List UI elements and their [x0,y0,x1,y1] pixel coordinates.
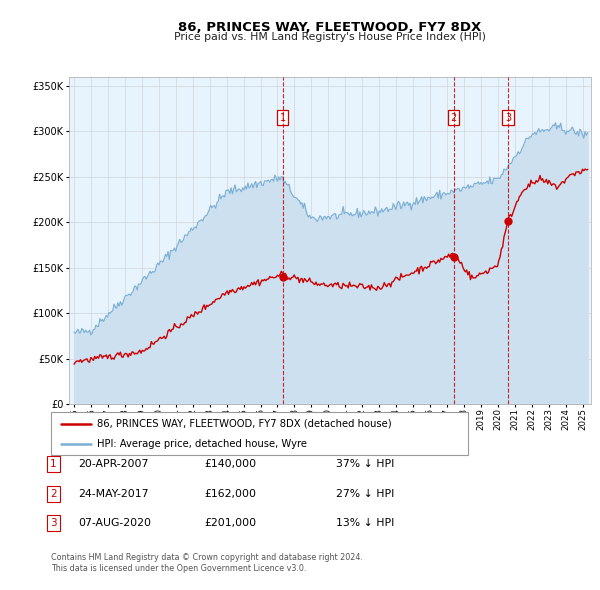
FancyBboxPatch shape [51,412,468,455]
Text: 3: 3 [505,113,511,123]
Text: This data is licensed under the Open Government Licence v3.0.: This data is licensed under the Open Gov… [51,565,307,573]
Text: 86, PRINCES WAY, FLEETWOOD, FY7 8DX (detached house): 86, PRINCES WAY, FLEETWOOD, FY7 8DX (det… [97,419,391,428]
Text: 20-APR-2007: 20-APR-2007 [78,460,148,469]
Text: 2: 2 [451,113,457,123]
Text: 86, PRINCES WAY, FLEETWOOD, FY7 8DX: 86, PRINCES WAY, FLEETWOOD, FY7 8DX [178,21,482,34]
Text: 2: 2 [50,489,57,499]
Text: Price paid vs. HM Land Registry's House Price Index (HPI): Price paid vs. HM Land Registry's House … [174,32,486,42]
Text: £162,000: £162,000 [204,489,256,499]
Text: 37% ↓ HPI: 37% ↓ HPI [336,460,394,469]
Text: £140,000: £140,000 [204,460,256,469]
Text: 3: 3 [50,519,57,528]
Text: 13% ↓ HPI: 13% ↓ HPI [336,519,394,528]
Text: 24-MAY-2017: 24-MAY-2017 [78,489,149,499]
Text: £201,000: £201,000 [204,519,256,528]
Text: 07-AUG-2020: 07-AUG-2020 [78,519,151,528]
Text: Contains HM Land Registry data © Crown copyright and database right 2024.: Contains HM Land Registry data © Crown c… [51,553,363,562]
Text: 1: 1 [50,460,57,469]
Text: HPI: Average price, detached house, Wyre: HPI: Average price, detached house, Wyre [97,439,307,448]
Text: 1: 1 [280,113,286,123]
Text: 27% ↓ HPI: 27% ↓ HPI [336,489,394,499]
